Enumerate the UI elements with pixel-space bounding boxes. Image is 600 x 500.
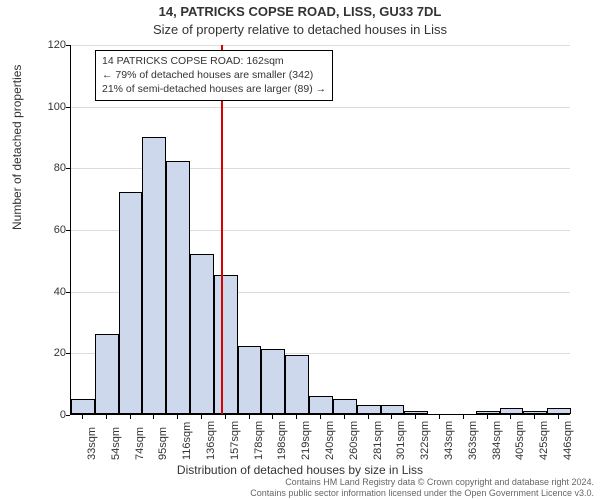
x-tick-label: 363sqm [467,421,479,460]
x-tick-mark [391,415,392,419]
x-tick-label: 405sqm [514,421,526,460]
y-tick-label: 80 [54,162,66,174]
histogram-chart: 14, PATRICKS COPSE ROAD, LISS, GU33 7DL … [0,0,600,500]
y-tick-label: 60 [54,224,66,236]
x-tick-mark [225,415,226,419]
x-tick-mark [130,415,131,419]
x-tick-label: 446sqm [562,421,574,460]
x-tick-mark [201,415,202,419]
histogram-bar [238,346,262,414]
x-tick-mark [249,415,250,419]
histogram-bar [190,254,214,414]
x-tick-label: 157sqm [229,421,241,460]
x-tick-label: 281sqm [372,421,384,460]
x-tick-mark [534,415,535,419]
x-tick-mark [153,415,154,419]
x-tick-mark [487,415,488,419]
histogram-bar [119,192,143,414]
histogram-bar [333,399,357,414]
x-tick-label: 343sqm [443,421,455,460]
x-tick-mark [106,415,107,419]
x-tick-label: 425sqm [538,421,550,460]
histogram-bar [309,396,333,415]
footer-line-2: Contains public sector information licen… [0,488,594,498]
x-tick-label: 301sqm [395,421,407,460]
y-tick-label: 20 [54,347,66,359]
y-axis-title: Number of detached properties [10,65,24,230]
histogram-bar [381,405,405,414]
histogram-bar [404,411,428,414]
footer-line-1: Contains HM Land Registry data © Crown c… [0,477,594,487]
x-tick-label: 54sqm [110,427,122,460]
histogram-bar [285,355,309,414]
x-tick-mark [82,415,83,419]
x-tick-mark [177,415,178,419]
x-tick-label: 33sqm [86,427,98,460]
y-tick-label: 40 [54,286,66,298]
histogram-bar [71,399,95,414]
x-tick-mark [272,415,273,419]
y-tick-mark [66,45,70,46]
x-tick-mark [510,415,511,419]
histogram-bar [95,334,119,414]
histogram-bar [214,275,238,414]
x-tick-label: 74sqm [134,427,146,460]
x-tick-mark [415,415,416,419]
y-tick-mark [66,107,70,108]
x-tick-label: 322sqm [419,421,431,460]
footer-attribution: Contains HM Land Registry data © Crown c… [0,477,594,498]
histogram-bar [357,405,381,414]
x-tick-label: 384sqm [491,421,503,460]
histogram-bar [142,137,166,415]
x-tick-mark [463,415,464,419]
x-tick-mark [320,415,321,419]
x-tick-mark [296,415,297,419]
x-tick-label: 219sqm [300,421,312,460]
histogram-bar [166,161,190,414]
x-tick-label: 240sqm [324,421,336,460]
x-tick-label: 116sqm [181,422,193,460]
gridline [71,45,570,46]
annotation-line-1: 14 PATRICKS COPSE ROAD: 162sqm [102,54,326,68]
x-tick-label: 260sqm [348,421,360,460]
histogram-bar [523,411,547,414]
histogram-bar [476,411,500,414]
gridline [71,107,570,108]
y-tick-label: 100 [48,101,66,113]
histogram-bar [261,349,285,414]
y-tick-mark [66,415,70,416]
y-tick-mark [66,230,70,231]
x-tick-label: 198sqm [276,421,288,460]
x-tick-mark [368,415,369,419]
x-tick-mark [439,415,440,419]
y-tick-mark [66,292,70,293]
histogram-bar [500,408,524,414]
y-tick-mark [66,353,70,354]
annotation-box: 14 PATRICKS COPSE ROAD: 162sqm ← 79% of … [95,50,333,101]
x-tick-label: 178sqm [253,421,265,460]
y-tick-label: 120 [48,39,66,51]
chart-title-sub: Size of property relative to detached ho… [0,22,600,37]
x-tick-mark [344,415,345,419]
x-tick-label: 136sqm [205,421,217,460]
histogram-bar [547,408,571,414]
x-tick-mark [558,415,559,419]
annotation-line-2: ← 79% of detached houses are smaller (34… [102,68,326,82]
annotation-line-3: 21% of semi-detached houses are larger (… [102,82,326,96]
chart-title-main: 14, PATRICKS COPSE ROAD, LISS, GU33 7DL [0,4,600,19]
y-tick-mark [66,168,70,169]
x-tick-label: 95sqm [157,427,169,460]
x-axis-title: Distribution of detached houses by size … [0,463,600,477]
